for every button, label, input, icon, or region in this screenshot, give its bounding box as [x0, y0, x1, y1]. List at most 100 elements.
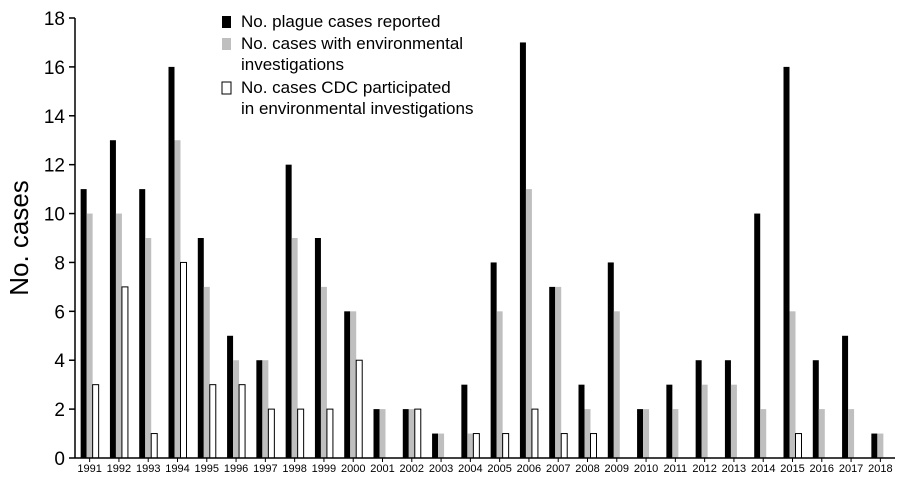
x-tick-label: 2005: [487, 463, 511, 475]
bar-cases-reported-2015: [783, 66, 790, 458]
bar-environmental-investigations-1995: [203, 286, 210, 458]
bar-environmental-investigations-2009: [613, 311, 620, 458]
bar-environmental-investigations-2013: [730, 384, 737, 458]
bar-environmental-investigations-1999: [320, 286, 327, 458]
x-tick-label: 2014: [751, 463, 775, 475]
bar-environmental-investigations-2007: [555, 286, 562, 458]
x-tick-label: 2002: [400, 463, 424, 475]
bar-cases-reported-1997: [256, 360, 263, 458]
bar-cases-reported-1998: [285, 164, 292, 458]
x-tick-label: 1992: [107, 463, 131, 475]
bar-environmental-investigations-1998: [291, 238, 298, 458]
legend-label: No. cases CDC participated: [241, 78, 451, 97]
x-tick-label: 1995: [195, 463, 219, 475]
x-tick-label: 1993: [136, 463, 160, 475]
bar-environmental-investigations-1994: [174, 140, 181, 458]
x-tick-label: 2008: [575, 463, 599, 475]
bar-cases-reported-2012: [695, 360, 702, 458]
x-tick-label: 2018: [868, 463, 892, 475]
bar-environmental-investigations-2004: [467, 433, 474, 458]
x-tick-label: 2010: [634, 463, 658, 475]
bar-cases-reported-1992: [109, 140, 116, 458]
bar-cdc-participated-1992: [121, 286, 129, 459]
x-tick-label: 2004: [458, 463, 482, 475]
bar-cases-reported-2013: [724, 360, 731, 458]
y-tick-label: 2: [54, 400, 65, 421]
legend-swatch: [222, 38, 231, 50]
bar-cdc-participated-2007: [560, 433, 568, 459]
x-tick-label: 2007: [546, 463, 570, 475]
bar-environmental-investigations-2006: [525, 189, 532, 458]
bar-cdc-participated-2015: [795, 433, 802, 459]
legend-label: No. plague cases reported: [241, 12, 440, 31]
bar-cdc-participated-1999: [326, 408, 334, 459]
bar-environmental-investigations-2012: [701, 384, 708, 458]
bar-cases-reported-2017: [842, 335, 849, 458]
bar-environmental-investigations-2015: [789, 311, 796, 458]
bar-cases-reported-2003: [432, 433, 439, 458]
bar-environmental-investigations-2001: [379, 409, 386, 458]
bar-cases-reported-2001: [373, 409, 380, 458]
bar-cases-reported-1996: [227, 335, 234, 458]
legend-label-line2: investigations: [241, 55, 344, 74]
bar-cases-reported-2009: [607, 262, 614, 458]
x-ticks-layer: 1991 1992 1993 1994 1995 1996 1997 1998 1999 2000…: [77, 458, 893, 475]
bar-environmental-investigations-1992: [115, 213, 122, 458]
legend-swatch: [221, 81, 232, 95]
bar-environmental-investigations-2008: [584, 409, 591, 458]
bar-cases-reported-2002: [402, 409, 409, 458]
x-tick-label: 1998: [282, 463, 306, 475]
y-tick-label: 0: [54, 449, 65, 470]
bar-cdc-participated-2005: [502, 433, 510, 459]
bar-cdc-participated-1997: [267, 408, 275, 459]
x-tick-label: 2017: [839, 463, 863, 475]
bar-cdc-participated-1991: [92, 384, 100, 459]
bar-environmental-investigations-2014: [760, 409, 767, 458]
bar-cdc-participated-1996: [238, 384, 246, 459]
axes-layer: [74, 18, 895, 459]
x-tick-label: 2003: [429, 463, 453, 475]
bar-cases-reported-2006: [519, 42, 526, 458]
bar-cases-reported-1991: [80, 189, 87, 458]
legend: No. plague cases reported No. cases with …: [221, 12, 473, 118]
bar-environmental-investigations-1991: [86, 213, 93, 458]
bar-environmental-investigations-1997: [262, 360, 269, 458]
x-tick-label: 1997: [253, 463, 277, 475]
y-axis-label: No. cases: [4, 180, 34, 296]
bar-cdc-participated-2006: [531, 408, 539, 459]
bar-environmental-investigations-1993: [145, 238, 152, 458]
bar-cdc-participated-2000: [355, 359, 363, 459]
bar-cases-reported-2008: [578, 384, 585, 458]
y-tick-label: 12: [44, 156, 65, 177]
y-tick-label: 4: [54, 351, 65, 372]
bar-cases-reported-2014: [754, 213, 761, 458]
bar-environmental-investigations-2016: [818, 409, 825, 458]
x-tick-label: 2016: [810, 463, 834, 475]
bar-cases-reported-2004: [461, 384, 468, 458]
bar-cases-reported-2000: [344, 311, 351, 458]
x-tick-label: 1999: [312, 463, 336, 475]
y-tick-label: 10: [44, 205, 65, 226]
bar-environmental-investigations-2010: [643, 409, 650, 458]
bar-cdc-participated-1994: [180, 261, 187, 459]
x-tick-label: 2015: [780, 463, 804, 475]
bar-cases-reported-1995: [197, 238, 204, 458]
y-tick-label: 6: [54, 302, 65, 323]
x-tick-label: 1994: [165, 463, 189, 475]
bar-cdc-participated-2004: [472, 433, 480, 459]
bar-cdc-participated-1995: [209, 384, 217, 459]
x-tick-label: 1991: [77, 463, 101, 475]
bar-cases-reported-2010: [637, 409, 644, 458]
x-tick-label: 2013: [722, 463, 746, 475]
bar-environmental-investigations-2002: [408, 409, 415, 458]
bar-cases-reported-1993: [139, 189, 146, 458]
bar-environmental-investigations-2003: [438, 433, 445, 458]
x-tick-label: 2001: [370, 463, 394, 475]
bar-cases-reported-2005: [490, 262, 497, 458]
x-tick-label: 1996: [224, 463, 248, 475]
legend-label-line2: in environmental investigations: [241, 99, 473, 118]
bar-cases-reported-2007: [549, 286, 556, 458]
bar-cdc-participated-2002: [414, 408, 422, 459]
